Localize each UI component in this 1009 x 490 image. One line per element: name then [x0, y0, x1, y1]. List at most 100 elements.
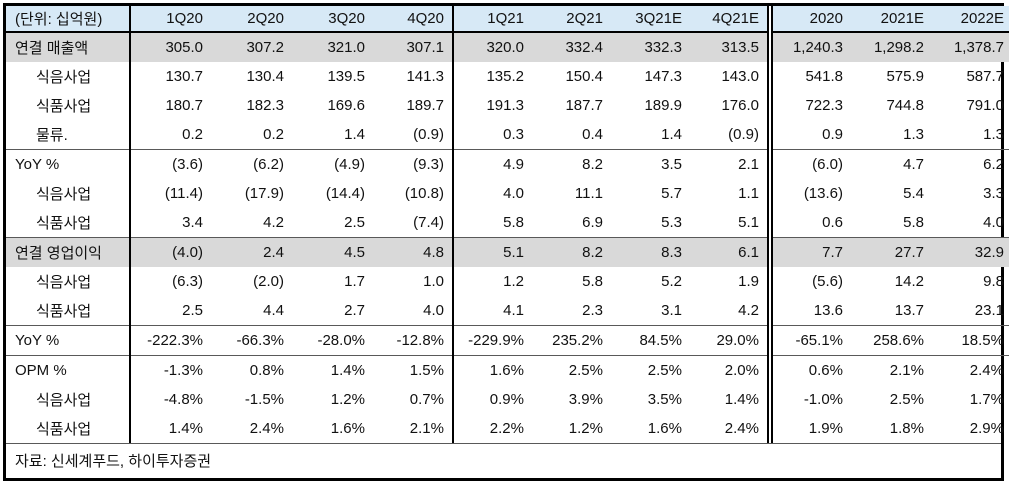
cell-value: 2.2% [452, 414, 532, 443]
cell-value: 2.4% [932, 355, 1009, 385]
cell-value: 3.5% [647, 391, 682, 408]
cell-value: 5.8 [582, 273, 603, 290]
cell-value: 3.4 [129, 208, 211, 238]
column-header: 2022E [932, 6, 1009, 33]
cell-value: 332.3 [611, 32, 690, 62]
column-header: 1Q21 [452, 6, 532, 33]
cell-value: 84.5% [611, 325, 690, 356]
cell-value: 4.0 [423, 302, 444, 319]
cell-value: 1.7 [344, 273, 365, 290]
cell-value: -1.3% [129, 355, 211, 385]
cell-value: 2.4 [211, 237, 292, 267]
cell-value: 2.5% [611, 355, 690, 385]
cell-value: 235.2% [532, 325, 611, 356]
cell-value: 143.0 [721, 68, 759, 85]
cell-value: 2.0% [690, 355, 770, 385]
cell-value: 1.4 [661, 126, 682, 143]
cell-value: (3.6) [129, 149, 211, 179]
cell-value: 139.5 [327, 68, 365, 85]
cell-value: 320.0 [452, 32, 532, 62]
cell-value: -66.3% [211, 325, 292, 356]
cell-value: 4.1 [452, 296, 532, 326]
cell-value: 180.7 [129, 91, 211, 120]
cell-value: 1.7% [969, 391, 1004, 408]
financial-quarterly-table: (단위: 십억원) 1Q20 2Q20 3Q20 4Q20 1Q21 2Q21 3Q21E 4… [3, 3, 1009, 481]
cell-value: 13.7 [894, 302, 924, 319]
cell-value: 182.3 [246, 97, 284, 114]
cell-value: 4.0 [983, 214, 1004, 231]
cell-value: -28.0% [292, 325, 373, 356]
cell-value: (5.6) [767, 267, 851, 296]
table-row: 식품사업 1.4% 2.4% 1.6% 2.1% 2.2% 1.2% 1.6% 2.4% 1.9%… [6, 414, 1009, 443]
table-row: 식음사업 130.7 130.4 139.5 141.3 135.2 150.4 147.3 1… [6, 62, 1009, 91]
cell-value: (4.0) [129, 237, 211, 267]
cell-value: 1.4% [129, 414, 211, 443]
cell-value: 1.1 [738, 185, 759, 202]
cell-value: 2.1% [851, 355, 932, 385]
cell-value: (13.6) [767, 179, 851, 208]
cell-value: 189.7 [406, 97, 444, 114]
cell-value: 1.8% [889, 420, 924, 437]
cell-value: 4.4 [263, 302, 284, 319]
cell-value: 18.5% [932, 325, 1009, 356]
cell-value: 3.1 [661, 302, 682, 319]
table-row: 물류. 0.2 0.2 1.4 (0.9) 0.3 0.4 1.4 (0.9) 0.9 1.3 1.3 [6, 120, 1009, 150]
cell-value: 2.4% [724, 420, 759, 437]
cell-value: 0.3 [452, 120, 532, 150]
row-label: 식품사업 [36, 421, 92, 438]
row-label: OPM % [6, 355, 130, 385]
cell-value: 2.3 [582, 302, 603, 319]
cell-value: 5.7 [661, 185, 682, 202]
table-row: YoY % -222.3% -66.3% -28.0% -12.8% -229.9% 235… [6, 325, 1009, 356]
cell-value: 0.4 [582, 126, 603, 143]
cell-value: 2.7 [344, 302, 365, 319]
cell-value: -1.0% [767, 385, 851, 414]
cell-value: (6.3) [129, 267, 211, 296]
row-label: 연결 영업이익 [6, 237, 130, 267]
cell-value: (17.9) [244, 185, 284, 202]
table-row: 식음사업 (11.4) (17.9) (14.4) (10.8) 4.0 11.1 5.7 1.… [6, 179, 1009, 208]
table-row: YoY % (3.6) (6.2) (4.9) (9.3) 4.9 8.2 3.5 2.1 (6.… [6, 149, 1009, 179]
cell-value: -65.1% [767, 325, 851, 356]
cell-value: 14.2 [894, 273, 924, 290]
cell-value: 4.2 [738, 302, 759, 319]
cell-value: 27.7 [851, 237, 932, 267]
cell-value: 0.6% [767, 355, 851, 385]
cell-value: 150.4 [565, 68, 603, 85]
cell-value: 169.6 [327, 97, 365, 114]
table-row: 식품사업 180.7 182.3 169.6 189.7 191.3 187.7 189.9 1… [6, 91, 1009, 120]
cell-value: 130.4 [246, 68, 284, 85]
row-label: 식음사업 [36, 69, 92, 86]
cell-value: -12.8% [373, 325, 453, 356]
cell-value: 1,240.3 [767, 32, 851, 62]
cell-value: 744.8 [886, 97, 924, 114]
cell-value: 9.8 [983, 273, 1004, 290]
cell-value: 0.2 [263, 126, 284, 143]
source-note: 자료: 신세계푸드, 하이투자증권 [6, 443, 1001, 478]
cell-value: 29.0% [690, 325, 770, 356]
cell-value: (0.9) [728, 126, 759, 143]
cell-value: (11.4) [129, 179, 211, 208]
cell-value: 4.0 [452, 179, 532, 208]
column-header: 2Q21 [532, 6, 611, 33]
cell-value: (2.0) [253, 273, 284, 290]
table-row: 식품사업 2.5 4.4 2.7 4.0 4.1 2.3 3.1 4.2 13.6 13.7 23.1 [6, 296, 1009, 326]
cell-value: 1.3 [983, 126, 1004, 143]
cell-value: 4.9 [452, 149, 532, 179]
table-row: 연결 매출액 305.0 307.2 321.0 307.1 320.0 332.4 332.… [6, 32, 1009, 62]
column-header: 3Q20 [292, 6, 373, 33]
cell-value: 4.7 [851, 149, 932, 179]
cell-value: 1,298.2 [851, 32, 932, 62]
cell-value: 0.9 [767, 120, 851, 150]
cell-value: 2.1% [409, 420, 444, 437]
cell-value: 307.2 [211, 32, 292, 62]
cell-value: 1.0 [423, 273, 444, 290]
cell-value: 5.1 [452, 237, 532, 267]
cell-value: 8.2 [532, 149, 611, 179]
cell-value: 1.6% [330, 420, 365, 437]
cell-value: (7.4) [413, 214, 444, 231]
cell-value: 0.9% [452, 385, 532, 414]
cell-value: 23.1 [974, 302, 1004, 319]
cell-value: -4.8% [129, 385, 211, 414]
row-label: 물류. [36, 127, 68, 144]
